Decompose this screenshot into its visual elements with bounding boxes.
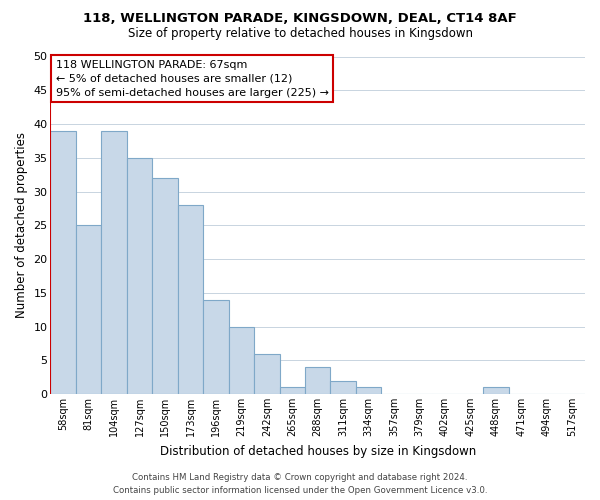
Y-axis label: Number of detached properties: Number of detached properties bbox=[15, 132, 28, 318]
Bar bbox=[356, 388, 382, 394]
Bar bbox=[101, 131, 127, 394]
Text: 118 WELLINGTON PARADE: 67sqm
← 5% of detached houses are smaller (12)
95% of sem: 118 WELLINGTON PARADE: 67sqm ← 5% of det… bbox=[56, 60, 329, 98]
Bar bbox=[50, 131, 76, 394]
Bar bbox=[280, 388, 305, 394]
Bar bbox=[254, 354, 280, 394]
Bar bbox=[305, 367, 331, 394]
Bar bbox=[483, 388, 509, 394]
Bar bbox=[203, 300, 229, 394]
X-axis label: Distribution of detached houses by size in Kingsdown: Distribution of detached houses by size … bbox=[160, 444, 476, 458]
Text: Size of property relative to detached houses in Kingsdown: Size of property relative to detached ho… bbox=[128, 28, 473, 40]
Bar bbox=[127, 158, 152, 394]
Bar bbox=[178, 205, 203, 394]
Bar bbox=[331, 380, 356, 394]
Text: Contains HM Land Registry data © Crown copyright and database right 2024.
Contai: Contains HM Land Registry data © Crown c… bbox=[113, 474, 487, 495]
Text: 118, WELLINGTON PARADE, KINGSDOWN, DEAL, CT14 8AF: 118, WELLINGTON PARADE, KINGSDOWN, DEAL,… bbox=[83, 12, 517, 26]
Bar bbox=[152, 178, 178, 394]
Bar bbox=[229, 326, 254, 394]
Bar bbox=[76, 226, 101, 394]
